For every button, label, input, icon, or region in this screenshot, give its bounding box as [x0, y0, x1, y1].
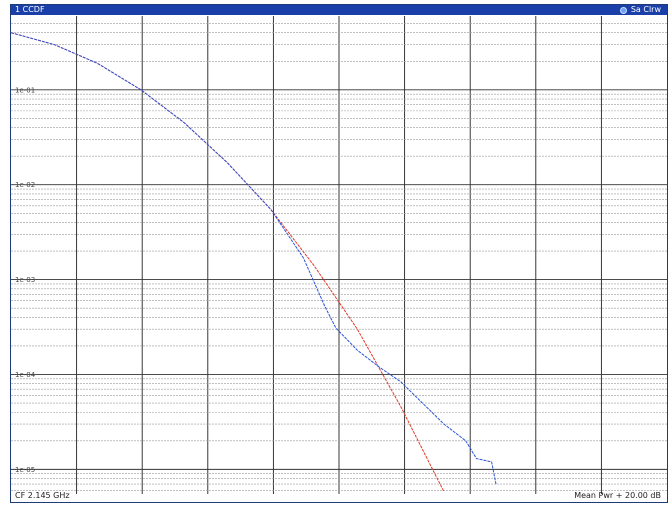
trace-dot-icon	[619, 6, 627, 14]
status-footer: CF 2.145 GHz Mean Pwr + 20.00 dB	[11, 490, 667, 502]
ccdf-window: 1 CCDF Sa Clrw 1e-01 1e-02 1e-03 1e-04 1e-05…	[10, 4, 668, 503]
series-line-blue	[11, 32, 497, 485]
y-tick-label: 1e-02	[15, 181, 35, 189]
y-tick-label: 1e-04	[15, 371, 36, 379]
ccdf-plot: 1e-01 1e-02 1e-03 1e-04 1e-05	[11, 16, 667, 494]
y-tick-label: 1e-01	[15, 86, 35, 94]
window-title-bar: 1 CCDF Sa Clrw	[11, 5, 667, 15]
center-frequency: CF 2.145 GHz	[15, 491, 70, 500]
trace-indicator[interactable]: Sa Clrw	[619, 5, 661, 15]
y-tick-label: 1e-03	[15, 276, 35, 284]
series-line-red	[11, 32, 445, 493]
trace-label: Sa Clrw	[630, 5, 661, 14]
window-title: 1 CCDF	[15, 5, 45, 14]
mean-power: Mean Pwr + 20.00 dB	[574, 491, 661, 500]
y-tick-label: 1e-05	[15, 466, 35, 474]
